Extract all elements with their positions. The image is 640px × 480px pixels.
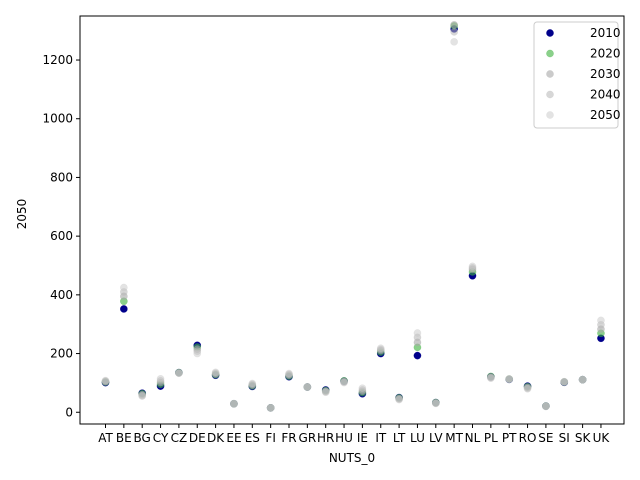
- data-point: [138, 392, 147, 400]
- x-tick-label: GR: [299, 431, 317, 445]
- data-point: [340, 378, 348, 387]
- legend-label: 2030: [590, 67, 621, 81]
- legend-marker: [546, 29, 554, 37]
- y-tick-label: 600: [50, 229, 73, 243]
- x-tick-label: FR: [281, 431, 296, 445]
- axes: 0 200 400 600 800 1000 1200 AT BE BG CY CZ DE DK EE ES F…: [42, 15, 625, 445]
- legend-label: 2010: [590, 26, 621, 40]
- x-tick-label: RO: [519, 431, 537, 445]
- data-point: [303, 383, 312, 391]
- series-2040: [101, 28, 605, 412]
- data-point: [413, 351, 422, 360]
- x-tick-label: IE: [357, 431, 368, 445]
- x-tick-label: UK: [593, 431, 611, 445]
- data-point: [266, 404, 275, 412]
- x-tick-label: LU: [410, 431, 425, 445]
- x-tick-label: NL: [465, 431, 481, 445]
- series-2010: [101, 25, 605, 412]
- legend-label: 2040: [590, 88, 621, 102]
- data-point: [450, 28, 458, 36]
- legend-box: [533, 21, 619, 129]
- x-tick-label: LV: [429, 431, 443, 445]
- data-point: [505, 375, 514, 383]
- data-point: [413, 329, 422, 337]
- data-point: [120, 283, 128, 292]
- x-tick-label: DE: [189, 431, 206, 445]
- x-tick-label: LT: [393, 431, 406, 445]
- series-2020: [101, 22, 605, 412]
- x-axis-label: NUTS_0: [329, 451, 375, 465]
- data-point: [101, 376, 110, 385]
- data-point: [597, 316, 605, 325]
- data-point: [358, 384, 367, 393]
- legend-marker: [546, 111, 554, 119]
- x-tick-label: MT: [445, 431, 463, 445]
- x-tick-label: BG: [134, 431, 151, 445]
- x-tick-label: PT: [502, 431, 517, 445]
- data-point: [376, 344, 385, 353]
- x-tick-label: SI: [559, 431, 570, 445]
- x-tick-label: ES: [245, 431, 260, 445]
- data-point: [175, 369, 183, 378]
- x-tick-label: SE: [538, 431, 553, 445]
- data-point: [450, 20, 458, 29]
- x-tick-label: EE: [226, 431, 241, 445]
- data-point: [431, 399, 440, 408]
- y-axis-label: 2050: [15, 199, 29, 230]
- y-tick-label: 800: [50, 170, 73, 184]
- legend-marker: [546, 90, 554, 99]
- data-point: [120, 305, 128, 313]
- series-2030: [101, 20, 605, 412]
- legend-marker: [546, 70, 554, 78]
- data-point: [487, 374, 495, 383]
- data-point: [285, 369, 293, 378]
- data-point: [230, 399, 238, 408]
- data-point: [578, 375, 587, 384]
- x-tick-label: PL: [484, 431, 498, 445]
- y-tick-label: 200: [50, 347, 73, 361]
- data-point: [193, 349, 202, 358]
- data-point: [395, 395, 403, 404]
- x-tick-label: CY: [153, 431, 169, 445]
- y-tick-label: 0: [65, 405, 73, 419]
- x-tick-label: HU: [335, 431, 353, 445]
- x-tick-label: BE: [116, 431, 132, 445]
- series-2050: [101, 37, 605, 412]
- data-point: [560, 377, 569, 386]
- plot-area: [101, 20, 605, 412]
- legend-label: 2020: [590, 47, 621, 61]
- y-tick-label: 400: [50, 288, 73, 302]
- data-point: [542, 402, 550, 411]
- x-tick-label: HR: [317, 431, 334, 445]
- legend: 2010 2020 2030 2040 2050: [533, 21, 621, 129]
- x-tick-label: CZ: [171, 431, 188, 445]
- x-tick-label: DK: [207, 431, 225, 445]
- y-tick-label: 1200: [42, 53, 73, 67]
- x-tick-label: FI: [265, 431, 275, 445]
- legend-marker: [546, 49, 554, 58]
- data-point: [450, 37, 458, 46]
- x-tick-label: IT: [375, 431, 387, 445]
- data-point: [156, 374, 165, 383]
- data-point: [211, 368, 220, 377]
- x-tick-label: AT: [98, 431, 113, 445]
- data-point: [248, 379, 257, 388]
- data-point: [321, 388, 330, 397]
- x-tick-label: SK: [575, 431, 592, 445]
- y-tick-label: 1000: [42, 112, 73, 126]
- plot-frame: [79, 15, 625, 425]
- data-point: [523, 384, 532, 393]
- legend-label: 2050: [590, 108, 621, 122]
- data-point: [468, 262, 477, 271]
